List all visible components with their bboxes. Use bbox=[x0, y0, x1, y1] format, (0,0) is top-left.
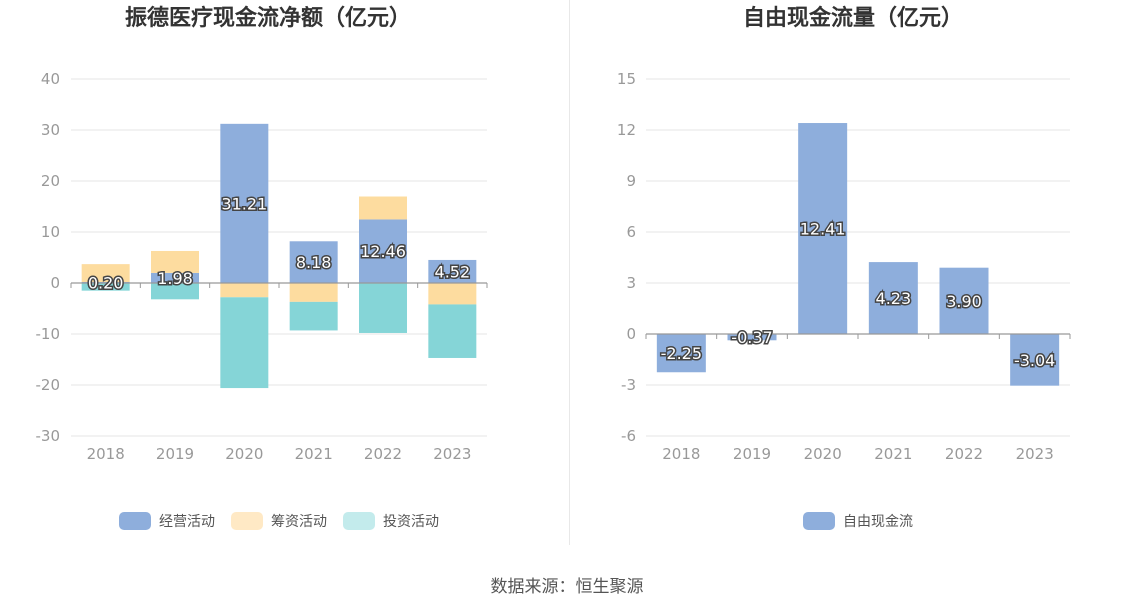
y-tick-label: 20 bbox=[41, 172, 60, 190]
bar-segment bbox=[289, 241, 338, 283]
y-tick-label: 30 bbox=[41, 121, 60, 139]
data-label: -3.04 bbox=[1014, 351, 1055, 370]
bar bbox=[656, 334, 706, 373]
y-tick-label: 10 bbox=[41, 223, 60, 241]
bar-segment bbox=[81, 264, 130, 282]
y-tick-label: -10 bbox=[36, 325, 61, 343]
bar-segment bbox=[428, 304, 477, 358]
y-tick-label: 40 bbox=[41, 70, 60, 88]
legend-label: 经营活动 bbox=[159, 514, 215, 530]
data-label: 12.46 bbox=[360, 242, 406, 261]
y-tick-label: 9 bbox=[626, 172, 636, 190]
data-label: 0.20 bbox=[88, 273, 124, 292]
x-tick-label: 2018 bbox=[662, 445, 700, 463]
panel-divider bbox=[569, 0, 570, 545]
cash-flow-net-chart: 振德医疗现金流净额（亿元） 40 30 20 10 0 -10 -20 -30 2018 2019 2… bbox=[36, 5, 488, 530]
y-tick-label: 15 bbox=[617, 70, 636, 88]
free-cash-flow-chart: 自由现金流量（亿元） 15 12 9 6 3 0 -3 -6 2018 2019 2020 2021 20… bbox=[617, 5, 1071, 530]
data-label: 31.21 bbox=[221, 194, 267, 213]
x-tick-label: 2019 bbox=[733, 445, 771, 463]
y-tick-label: 12 bbox=[617, 121, 636, 139]
legend-label: 自由现金流 bbox=[843, 514, 913, 530]
y-tick-label: -6 bbox=[621, 427, 636, 445]
x-tick-label: 2018 bbox=[87, 445, 125, 463]
y-tick-label: 3 bbox=[626, 274, 636, 292]
y-tick-label: -3 bbox=[621, 376, 636, 394]
x-tick-label: 2021 bbox=[295, 445, 333, 463]
bar-segment bbox=[151, 272, 199, 283]
legend-swatch bbox=[343, 512, 375, 530]
bar-segment bbox=[151, 250, 199, 273]
bar-segment bbox=[220, 123, 269, 283]
y-tick-label: -20 bbox=[36, 376, 61, 394]
bar-segment bbox=[359, 283, 407, 333]
x-tick-label: 2023 bbox=[433, 445, 471, 463]
bar-segment bbox=[81, 283, 130, 291]
legend-label: 投资活动 bbox=[383, 514, 439, 530]
bar bbox=[727, 334, 777, 341]
bar-segment bbox=[359, 219, 407, 283]
bar-segment bbox=[428, 283, 477, 305]
bar-segment bbox=[220, 297, 269, 389]
chart-title: 振德医疗现金流净额（亿元） bbox=[125, 5, 411, 31]
data-label: 12.41 bbox=[800, 220, 846, 239]
legend-swatch bbox=[803, 512, 835, 530]
x-tick-label: 2020 bbox=[225, 445, 263, 463]
x-tick-label: 2023 bbox=[1016, 445, 1054, 463]
x-tick-label: 2021 bbox=[874, 445, 912, 463]
legend-swatch bbox=[119, 512, 151, 530]
y-tick-label: 0 bbox=[50, 274, 60, 292]
bar-segment bbox=[220, 283, 269, 298]
x-tick-label: 2022 bbox=[364, 445, 402, 463]
legend-swatch bbox=[231, 512, 263, 530]
chart-title: 自由现金流量（亿元） bbox=[743, 5, 963, 31]
data-label: -0.37 bbox=[731, 328, 772, 347]
bar-segment bbox=[428, 259, 477, 283]
bar-segment bbox=[289, 283, 338, 302]
data-label: 4.52 bbox=[435, 262, 471, 281]
data-label: 4.23 bbox=[876, 289, 912, 308]
data-label: -2.25 bbox=[661, 344, 702, 363]
bar bbox=[798, 123, 848, 334]
y-tick-label: 6 bbox=[626, 223, 636, 241]
data-label: 8.18 bbox=[296, 253, 332, 272]
x-tick-label: 2020 bbox=[804, 445, 842, 463]
bar bbox=[1010, 334, 1060, 386]
bar-segment bbox=[289, 301, 338, 331]
x-tick-label: 2019 bbox=[156, 445, 194, 463]
y-tick-label: 0 bbox=[626, 325, 636, 343]
legend-label: 筹资活动 bbox=[271, 513, 327, 530]
data-label: 1.98 bbox=[157, 269, 193, 288]
bar bbox=[939, 267, 989, 334]
bar bbox=[868, 262, 918, 334]
bar-segment bbox=[151, 283, 199, 300]
data-source-note: 数据来源：恒生聚源 bbox=[491, 577, 644, 597]
x-tick-label: 2022 bbox=[945, 445, 983, 463]
bar-segment bbox=[359, 196, 407, 220]
data-label: 3.90 bbox=[946, 292, 982, 311]
y-tick-label: -30 bbox=[36, 427, 61, 445]
